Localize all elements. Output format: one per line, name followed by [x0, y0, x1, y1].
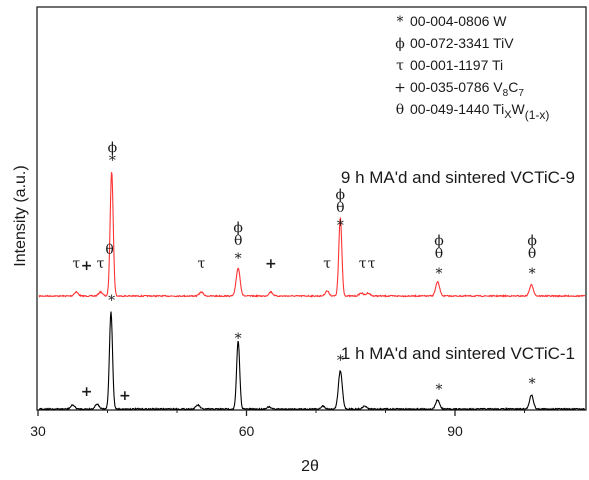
peak-marker: τ [323, 256, 331, 272]
series-layer [38, 172, 586, 411]
peak-marker: θ [435, 246, 443, 262]
peak-marker: θ [336, 200, 344, 216]
peak-marker: + [81, 384, 93, 400]
legend-symbol: + [394, 80, 406, 96]
legend-symbol: * [397, 14, 404, 30]
peak-marker: τ [368, 256, 376, 272]
peak-marker: ϕ [527, 233, 537, 249]
peak-marker: * [529, 376, 536, 392]
y-axis-title: Intensity (a.u.) [12, 165, 29, 266]
peak-marker: * [337, 353, 344, 369]
plot-frame [36, 6, 587, 411]
peak-marker: τ [72, 256, 80, 272]
peak-marker: * [235, 331, 242, 347]
peak-marker: θ [105, 242, 113, 258]
peak-marker: * [235, 251, 242, 267]
legend-symbol: θ [396, 102, 404, 118]
peak-marker: * [108, 293, 115, 309]
peak-marker: + [81, 258, 93, 274]
series-label-9h: 9 h MA'd and sintered VCTiC-9 [341, 168, 575, 187]
series-line-1 [38, 311, 586, 411]
peak-marker: * [436, 382, 443, 398]
peak-marker: θ [528, 246, 536, 262]
x-tick-label: 30 [30, 423, 46, 439]
peak-marker: * [337, 218, 344, 234]
peak-marker: + [265, 256, 277, 272]
series-label-1h: 1 h MA'd and sintered VCTiC-1 [341, 344, 575, 363]
peak-marker: τ [197, 256, 205, 272]
peak-marker: + [119, 388, 131, 404]
x-tick-label: 60 [239, 423, 255, 439]
legend-symbol: τ [396, 58, 404, 74]
peak-marker: ϕ [434, 233, 444, 249]
legend-entry: 00-072-3341 TiV [410, 35, 514, 51]
peak-marker: τ [97, 256, 105, 272]
peak-marker: ϕ [108, 140, 118, 156]
peak-marker: ϕ [233, 220, 243, 236]
peak-marker: θ [234, 233, 242, 249]
x-axis: 30 60 90 [30, 410, 525, 439]
legend-symbol: ϕ [395, 36, 405, 52]
legend-entry: 00-035-0786 V8C7 [410, 79, 524, 99]
peak-marker: τ [359, 256, 367, 272]
legend-entry: 00-049-1440 TiXW(1-x) [410, 101, 549, 122]
series-line-0 [38, 172, 586, 298]
peak-annotations: τ + τθ*ϕτ *θϕ+ τ*θϕτ τ*θϕ*θϕ*+ +*** * [72, 140, 537, 404]
x-tick-label: 90 [447, 423, 463, 439]
legend: * 00-004-0806 W ϕ 00-072-3341 TiV τ 00-001-11… [394, 13, 549, 122]
peak-marker: * [529, 266, 536, 282]
legend-entry: 00-001-1197 Ti [410, 57, 503, 73]
legend-entry: 00-004-0806 W [410, 13, 507, 29]
peak-marker: * [109, 153, 116, 169]
x-axis-title: 2θ [301, 458, 319, 475]
peak-marker: * [436, 266, 443, 282]
peak-marker: ϕ [336, 187, 346, 203]
